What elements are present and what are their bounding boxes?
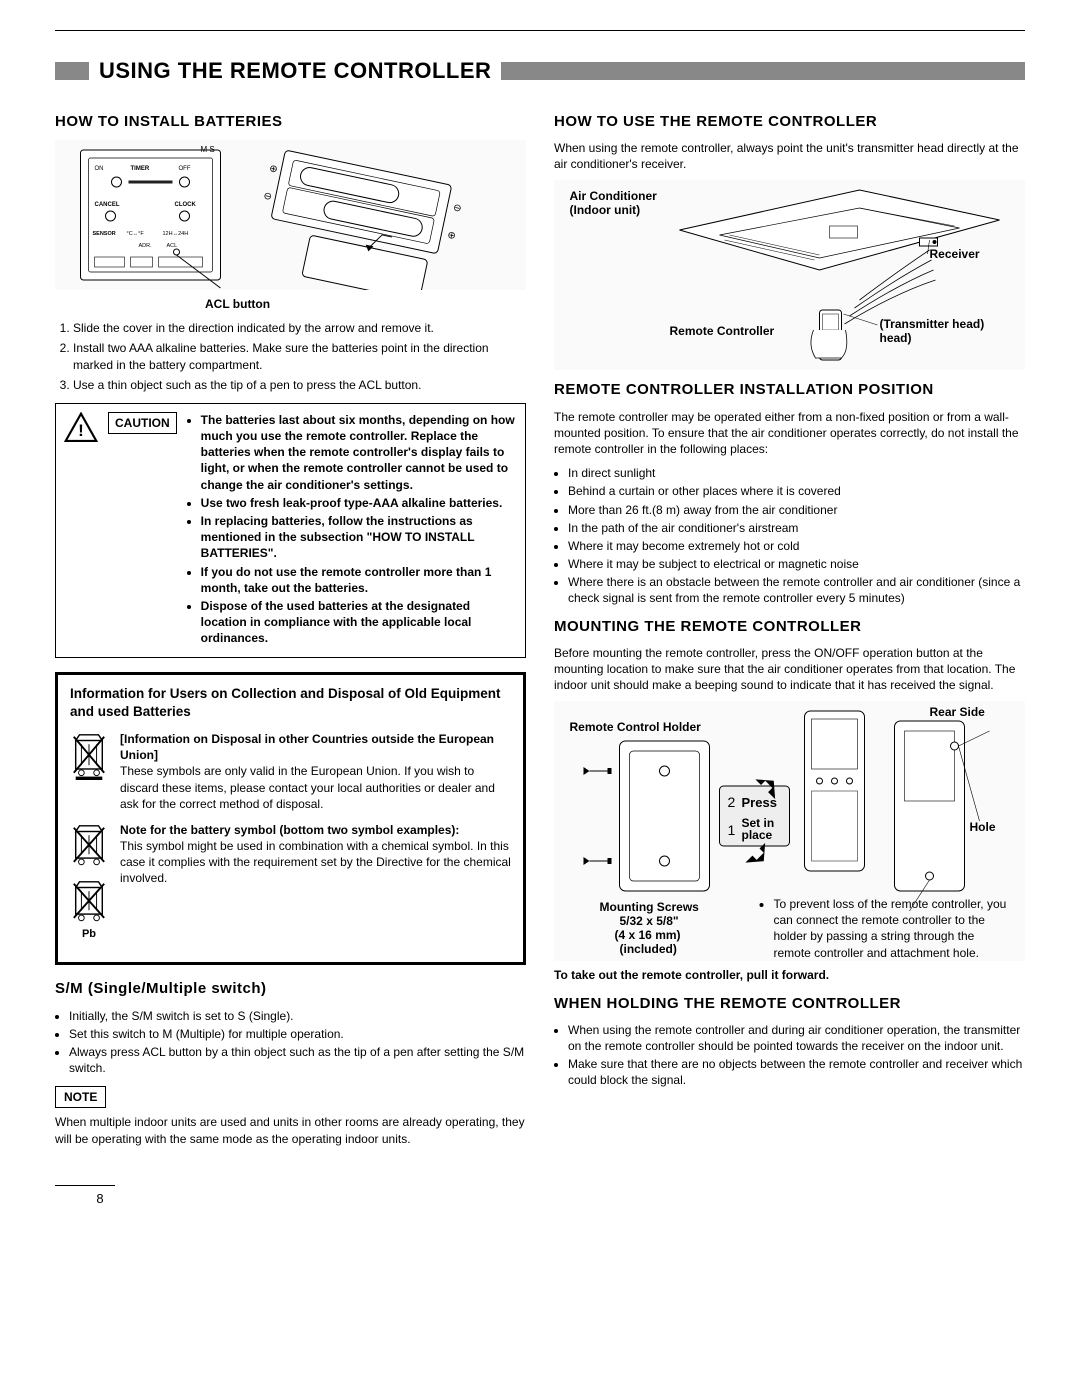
left-column: HOW TO INSTALL BATTERIES M S ON TIMER OF… xyxy=(55,102,526,1155)
svg-text:ON: ON xyxy=(95,166,104,172)
pos-item: Where there is an obstacle between the r… xyxy=(568,574,1025,606)
svg-text:CLOCK: CLOCK xyxy=(175,202,197,208)
sm-item: Set this switch to M (Multiple) for mult… xyxy=(69,1026,526,1042)
step-2: Install two AAA alkaline batteries. Make… xyxy=(73,340,526,372)
svg-text:Rear Side: Rear Side xyxy=(930,705,986,719)
sm-list: Initially, the S/M switch is set to S (S… xyxy=(55,1008,526,1077)
battery-illustration: M S ON TIMER OFF CANCEL CLOCK SENSOR °C↔… xyxy=(55,140,526,290)
mount-illustration: 2 Press 1 Set in place xyxy=(554,701,1025,961)
svg-text:(Transmitter head): (Transmitter head) xyxy=(880,317,985,331)
hold-item: Make sure that there are no objects betw… xyxy=(568,1056,1025,1088)
weee-bin-icon-pb: Pb xyxy=(70,878,108,943)
info-text-2: Note for the battery symbol (bottom two … xyxy=(120,822,511,942)
svg-text:Remote Control Holder: Remote Control Holder xyxy=(570,720,702,734)
svg-text:Air Conditioner: Air Conditioner xyxy=(570,189,658,203)
note-label: NOTE xyxy=(55,1086,106,1108)
svg-text:Press: Press xyxy=(742,795,777,810)
sm-item: Always press ACL button by a thin object… xyxy=(69,1044,526,1076)
pos-item: Where it may be subject to electrical or… xyxy=(568,556,1025,572)
heading-holding: WHEN HOLDING THE REMOTE CONTROLLER xyxy=(554,994,1025,1014)
caution-item: Dispose of the used batteries at the des… xyxy=(201,598,517,647)
svg-text:Hole: Hole xyxy=(970,820,996,834)
svg-text:Mounting Screws: Mounting Screws xyxy=(600,900,700,914)
main-title: USING THE REMOTE CONTROLLER xyxy=(55,56,1025,86)
takeout-note: To take out the remote controller, pull … xyxy=(554,967,1025,983)
svg-text:place: place xyxy=(742,828,773,842)
install-steps: Slide the cover in the direction indicat… xyxy=(55,320,526,393)
sm-item: Initially, the S/M switch is set to S (S… xyxy=(69,1008,526,1024)
receiver-illustration: Air Conditioner (Indoor unit) Receiver R… xyxy=(554,180,1025,370)
heading-sm-switch: S/M (Single/Multiple switch) xyxy=(55,979,526,999)
heading-mounting: MOUNTING THE REMOTE CONTROLLER xyxy=(554,617,1025,637)
right-column: HOW TO USE THE REMOTE CONTROLLER When us… xyxy=(554,102,1025,1155)
title-text: USING THE REMOTE CONTROLLER xyxy=(99,56,491,86)
svg-text:2: 2 xyxy=(728,794,736,810)
title-block-trail xyxy=(501,62,1025,80)
disposal-info-box: Information for Users on Collection and … xyxy=(55,672,526,966)
page-number: 8 xyxy=(55,1185,115,1208)
svg-text:5/32 x 5/8": 5/32 x 5/8" xyxy=(620,914,679,928)
svg-text:1: 1 xyxy=(728,822,736,838)
hold-item: When using the remote controller and dur… xyxy=(568,1022,1025,1054)
pos-item: More than 26 ft.(8 m) away from the air … xyxy=(568,502,1025,518)
svg-text:⊖: ⊖ xyxy=(452,202,462,215)
mount-intro: Before mounting the remote controller, p… xyxy=(554,645,1025,694)
weee-bin-icon xyxy=(70,822,108,872)
svg-text:(included): (included) xyxy=(620,942,677,956)
pos-item: Behind a curtain or other places where i… xyxy=(568,483,1025,499)
svg-text:Receiver: Receiver xyxy=(930,247,980,261)
pos-list: In direct sunlight Behind a curtain or o… xyxy=(554,465,1025,607)
svg-text:⊕: ⊕ xyxy=(446,230,456,243)
svg-text:CANCEL: CANCEL xyxy=(95,202,120,208)
svg-text:ACL: ACL xyxy=(167,243,178,249)
heading-use-remote: HOW TO USE THE REMOTE CONTROLLER xyxy=(554,112,1025,132)
svg-text:⊕: ⊕ xyxy=(268,163,278,176)
svg-text:12H↔24H: 12H↔24H xyxy=(163,231,189,237)
heading-install-position: REMOTE CONTROLLER INSTALLATION POSITION xyxy=(554,380,1025,400)
caution-item: Use two fresh leak-proof type-AAA alkali… xyxy=(201,495,517,511)
caution-box: ! CAUTION The batteries last about six m… xyxy=(55,403,526,658)
svg-text:OFF: OFF xyxy=(179,166,191,172)
svg-text:!: ! xyxy=(78,421,84,440)
caution-item: The batteries last about six months, dep… xyxy=(201,412,517,493)
svg-text:TIMER: TIMER xyxy=(131,166,150,172)
svg-text:head): head) xyxy=(880,331,912,345)
hold-list: When using the remote controller and dur… xyxy=(554,1022,1025,1089)
pos-item: Where it may become extremely hot or col… xyxy=(568,538,1025,554)
pb-label: Pb xyxy=(70,927,108,942)
top-rule xyxy=(55,30,1025,31)
use-intro: When using the remote controller, always… xyxy=(554,140,1025,172)
svg-text:(Indoor unit): (Indoor unit) xyxy=(570,203,641,217)
svg-text:ADR.: ADR. xyxy=(139,243,153,249)
step-3: Use a thin object such as the tip of a p… xyxy=(73,377,526,393)
svg-text:⊖: ⊖ xyxy=(262,190,272,203)
svg-text:°C↔°F: °C↔°F xyxy=(127,231,145,237)
info-text-1: [Information on Disposal in other Countr… xyxy=(120,731,511,812)
svg-text:M S: M S xyxy=(201,145,215,154)
svg-text:SENSOR: SENSOR xyxy=(93,231,116,237)
info-title: Information for Users on Collection and … xyxy=(70,685,511,721)
weee-bin-icon xyxy=(70,731,108,812)
step-1: Slide the cover in the direction indicat… xyxy=(73,320,526,336)
svg-text:Remote Controller: Remote Controller xyxy=(670,324,775,338)
warning-icon: ! xyxy=(64,412,98,649)
svg-text:(4 x 16 mm): (4 x 16 mm) xyxy=(615,928,681,942)
caution-item: In replacing batteries, follow the instr… xyxy=(201,513,517,562)
pos-intro: The remote controller may be operated ei… xyxy=(554,409,1025,458)
caution-item: If you do not use the remote controller … xyxy=(201,564,517,596)
note-body: When multiple indoor units are used and … xyxy=(55,1114,526,1146)
caution-list: The batteries last about six months, dep… xyxy=(187,412,517,649)
heading-install-batteries: HOW TO INSTALL BATTERIES xyxy=(55,112,526,132)
pos-item: In direct sunlight xyxy=(568,465,1025,481)
title-block-lead xyxy=(55,62,89,80)
caution-label: CAUTION xyxy=(108,412,177,434)
pos-item: In the path of the air conditioner's air… xyxy=(568,520,1025,536)
